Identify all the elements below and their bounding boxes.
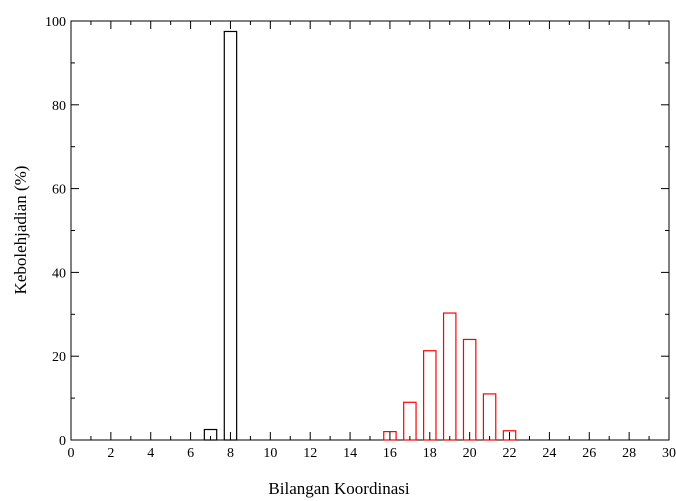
y-tick-label-60: 60 — [52, 183, 66, 198]
x-tick-label-22: 22 — [503, 446, 517, 461]
x-tick-label-28: 28 — [622, 446, 636, 461]
x-tick-label-26: 26 — [582, 446, 596, 461]
plot-area — [70, 20, 670, 441]
x-tick-label-0: 0 — [68, 446, 75, 461]
x-tick-label-8: 8 — [227, 446, 234, 461]
x-tick-label-30: 30 — [662, 446, 676, 461]
bar-series1-x8 — [223, 30, 238, 441]
y-tick-label-100: 100 — [45, 15, 66, 30]
x-tick-label-18: 18 — [423, 446, 437, 461]
x-tick-label-2: 2 — [107, 446, 114, 461]
y-tick-label-80: 80 — [52, 99, 66, 114]
x-tick-label-16: 16 — [383, 446, 397, 461]
bar-series2-x20 — [462, 338, 477, 441]
bar-series2-x21 — [482, 393, 497, 441]
y-tick-label-40: 40 — [52, 266, 66, 281]
bar-series2-x18 — [423, 350, 437, 441]
x-tick-label-4: 4 — [147, 446, 154, 461]
plot-frame — [70, 20, 670, 441]
y-axis-label: Kebolehjadian (%) — [11, 166, 30, 295]
bar-series2-x19 — [442, 312, 457, 441]
y-tick-label-20: 20 — [52, 350, 66, 365]
x-tick-label-24: 24 — [542, 446, 556, 461]
y-tick-label-0: 0 — [59, 434, 66, 449]
bars — [203, 30, 517, 441]
x-tick-label-20: 20 — [463, 446, 477, 461]
x-axis-label: Bilangan Koordinasi — [268, 479, 409, 498]
x-tick-label-12: 12 — [303, 446, 317, 461]
bar-series2-x17 — [403, 401, 417, 441]
x-tick-label-14: 14 — [343, 446, 357, 461]
x-tick-label-10: 10 — [263, 446, 277, 461]
x-tick-label-6: 6 — [187, 446, 194, 461]
